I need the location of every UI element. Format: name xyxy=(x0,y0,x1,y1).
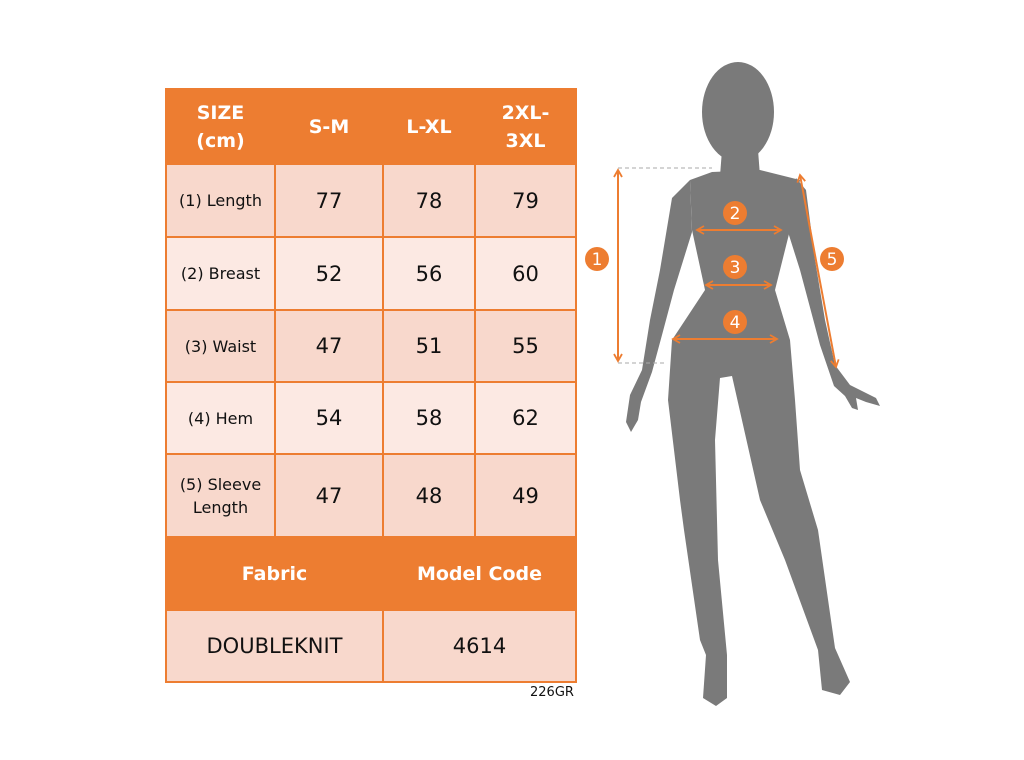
table-row: (5) Sleeve Length 47 48 49 xyxy=(165,453,577,538)
header-line: 3XL xyxy=(505,129,546,152)
fabric-value: DOUBLEKNIT xyxy=(165,609,384,683)
row-label: (1) Length xyxy=(165,163,276,238)
model-code-header: Model Code xyxy=(382,536,577,611)
marker-label-2: 2 xyxy=(730,204,741,224)
cell: 54 xyxy=(274,381,384,455)
header-line: (cm) xyxy=(196,129,245,152)
cell: 58 xyxy=(382,381,476,455)
row-label: (5) Sleeve Length xyxy=(165,453,276,538)
row-label: (3) Waist xyxy=(165,309,276,383)
measure-markers: 1 2 3 4 5 xyxy=(585,201,844,334)
label-line: (5) Sleeve xyxy=(179,474,262,494)
label-line: Length xyxy=(192,497,249,517)
row-label: (4) Hem xyxy=(165,381,276,455)
marker-circle-2 xyxy=(723,201,747,225)
cell: 77 xyxy=(274,163,384,238)
cell: 78 xyxy=(382,163,476,238)
header-size: SIZE (cm) xyxy=(165,88,276,165)
table-row: (2) Breast 52 56 60 xyxy=(165,236,577,311)
cell: 47 xyxy=(274,309,384,383)
footer-header-row: Fabric Model Code xyxy=(165,536,577,611)
fabric-header: Fabric xyxy=(165,536,384,611)
header-s-m: S-M xyxy=(274,88,384,165)
cell: 55 xyxy=(474,309,577,383)
cell: 48 xyxy=(382,453,476,538)
header-line: 2XL- xyxy=(501,101,550,124)
header-2xl-3xl: 2XL- 3XL xyxy=(474,88,577,165)
cell: 51 xyxy=(382,309,476,383)
marker-circle-3 xyxy=(723,255,747,279)
header-row: SIZE (cm) S-M L-XL 2XL- 3XL xyxy=(165,88,577,165)
table-row: (1) Length 77 78 79 xyxy=(165,163,577,238)
product-code: 226GR xyxy=(530,685,574,700)
table-row: (3) Waist 47 51 55 xyxy=(165,309,577,383)
measure-arrows xyxy=(613,168,840,369)
cell: 49 xyxy=(474,453,577,538)
marker-label-3: 3 xyxy=(730,258,741,278)
cell: 62 xyxy=(474,381,577,455)
header-l-xl: L-XL xyxy=(382,88,476,165)
cell: 52 xyxy=(274,236,384,311)
header-line: SIZE xyxy=(196,101,245,124)
cell: 56 xyxy=(382,236,476,311)
marker-label-4: 4 xyxy=(730,313,741,333)
cell: 60 xyxy=(474,236,577,311)
marker-circle-5 xyxy=(820,247,844,271)
silhouette xyxy=(626,62,880,706)
marker-label-1: 1 xyxy=(592,250,603,270)
guide-lines xyxy=(618,167,712,364)
model-code-value: 4614 xyxy=(382,609,577,683)
footer-value-row: DOUBLEKNIT 4614 xyxy=(165,609,577,683)
table-row: (4) Hem 54 58 62 xyxy=(165,381,577,455)
cell: 79 xyxy=(474,163,577,238)
marker-label-5: 5 xyxy=(827,250,838,270)
marker-circle-4 xyxy=(723,310,747,334)
row-label: (2) Breast xyxy=(165,236,276,311)
cell: 47 xyxy=(274,453,384,538)
marker-circle-1 xyxy=(585,247,609,271)
size-chart-table: SIZE (cm) S-M L-XL 2XL- 3XL (1) Length 77 … xyxy=(165,88,577,683)
